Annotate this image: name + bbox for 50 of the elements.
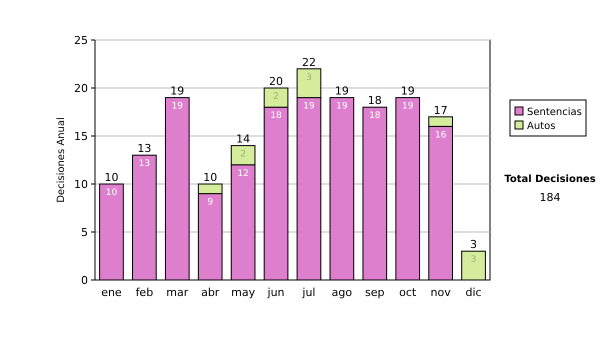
data-label: 16 (434, 130, 447, 140)
data-label: 19 (172, 102, 184, 112)
text: 184 (540, 191, 560, 204)
total-label: 19 (334, 84, 349, 98)
x-tick-label: mar (166, 286, 189, 299)
data-label: 19 (303, 102, 315, 112)
total-label: 13 (137, 142, 152, 156)
x-tick-label: dic (465, 286, 482, 299)
y-tick-label: 25 (74, 34, 88, 47)
data-label: 2 (273, 92, 279, 102)
legend-label: Sentencias (527, 107, 582, 118)
text: Total Decisiones (504, 174, 596, 185)
data-label: 13 (138, 159, 150, 170)
x-tick-label: may (231, 286, 256, 299)
total-label: 19 (170, 84, 184, 98)
y-tick-label: 5 (81, 226, 88, 239)
x-tick-label: sep (365, 286, 385, 299)
data-label: 18 (270, 111, 282, 122)
data-label: 19 (336, 102, 348, 112)
y-tick-label: 20 (74, 82, 88, 95)
y-axis-title: Decisiones Anual (56, 117, 67, 203)
total-label: 14 (236, 132, 250, 146)
data-label: 2 (240, 150, 246, 160)
data-label: 3 (306, 72, 312, 83)
x-tick-label: jul (301, 286, 316, 299)
data-label: 12 (237, 168, 249, 179)
x-tick-label: ago (332, 286, 352, 299)
data-label: 10 (106, 188, 118, 198)
total-label: 19 (400, 84, 415, 98)
y-tick-label: 0 (81, 274, 88, 287)
total-label: 18 (368, 94, 382, 108)
total-label: 20 (269, 75, 284, 88)
y-tick-label: 15 (74, 130, 88, 143)
data-label: 3 (470, 255, 476, 266)
x-tick-label: abr (201, 286, 220, 299)
data-label: 9 (207, 198, 214, 208)
total-label: 22 (302, 56, 316, 69)
legend-label: Autos (527, 121, 556, 132)
total-label: 10 (104, 171, 118, 184)
total-label: 3 (470, 238, 478, 252)
y-tick-label: 10 (74, 178, 88, 191)
x-tick-label: jun (266, 286, 285, 299)
data-label: 18 (369, 111, 381, 122)
x-tick-label: feb (136, 286, 154, 299)
total-label: 17 (434, 104, 448, 117)
x-tick-label: nov (430, 286, 452, 299)
x-tick-label: oct (399, 286, 417, 299)
x-tick-label: ene (101, 286, 122, 299)
total-label: 10 (203, 171, 218, 184)
data-label: 19 (402, 102, 414, 112)
